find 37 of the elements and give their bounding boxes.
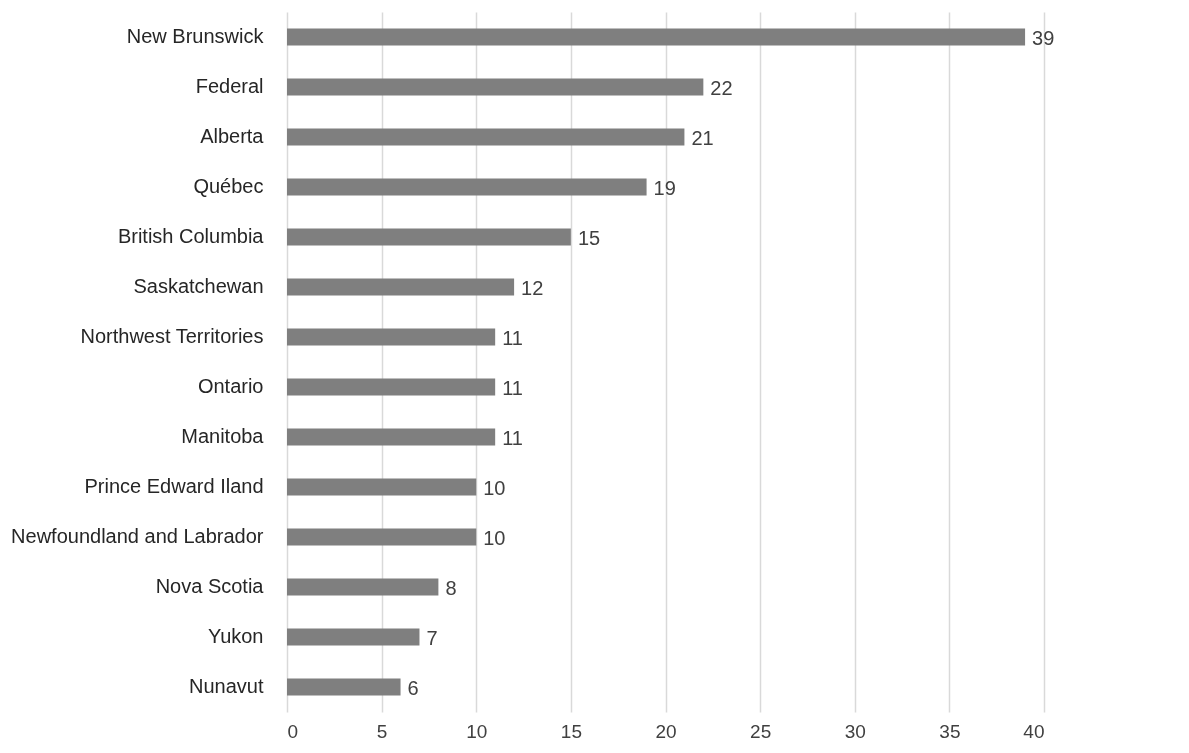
data-label: 6 [407,677,419,699]
x-tick-label: 15 [560,720,582,742]
x-tick-label: 10 [466,720,488,742]
data-label: 22 [710,77,733,99]
data-label: 11 [502,377,523,399]
y-tick-label: Federal [195,75,264,97]
y-tick-label: Newfoundland and Labrador [11,525,264,547]
x-tick-label: 5 [376,720,388,742]
y-tick-label: Prince Edward Iland [84,475,264,497]
x-tick-label: 35 [939,720,961,742]
data-label: 10 [483,527,506,549]
data-label: 10 [483,477,506,499]
y-tick-label: Northwest Territories [80,325,264,347]
data-label: 7 [426,627,438,649]
y-tick-label: Nunavut [189,675,264,697]
x-tick-label: 0 [287,720,299,742]
x-tick-label: 20 [655,720,677,742]
data-label: 21 [691,127,714,149]
x-tick-label: 25 [750,720,772,742]
x-tick-label: 30 [844,720,866,742]
y-tick-label: Ontario [197,375,264,397]
data-label: 12 [521,277,544,299]
data-label: 8 [445,577,457,599]
data-label: 15 [577,227,601,249]
y-tick-label: Nova Scotia [155,575,265,597]
y-tick-label: Saskatchewan [133,275,264,297]
y-tick-label: British Columbia [117,225,265,247]
data-label: 11 [502,327,523,349]
y-tick-label: Yukon [207,625,264,647]
x-tick-label: 40 [1023,720,1045,742]
y-tick-label: Manitoba [181,425,265,447]
data-label: 19 [653,177,676,199]
y-tick-label: New Brunswick [126,25,265,47]
data-label: 11 [502,427,523,449]
y-tick-label: Québec [193,175,264,197]
y-tick-label: Alberta [200,125,265,147]
data-label: 39 [1032,27,1055,49]
